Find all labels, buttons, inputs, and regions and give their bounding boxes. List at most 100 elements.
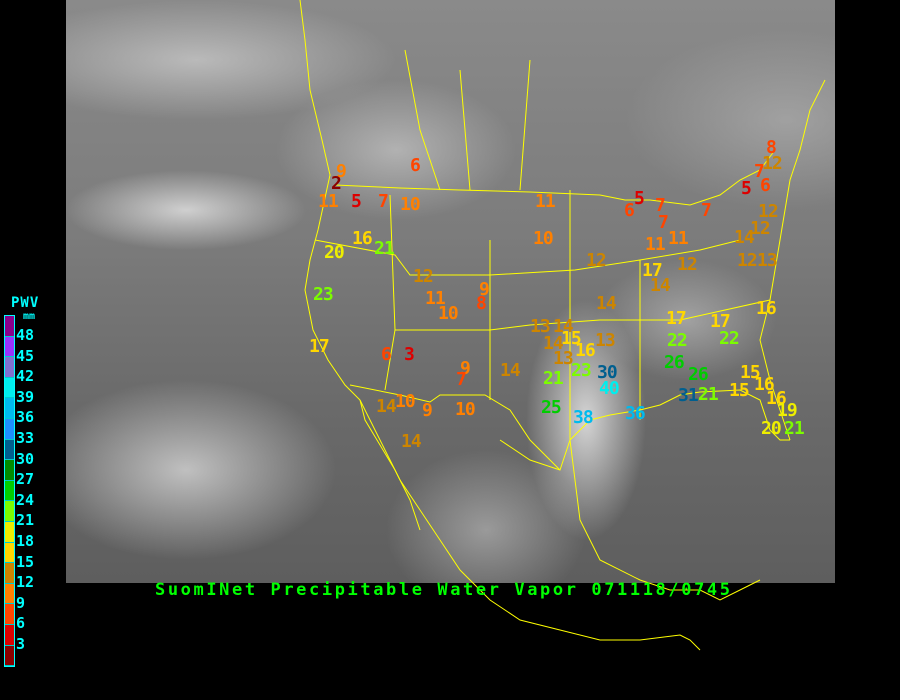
station-reading: 21 (543, 368, 564, 389)
station-reading: 17 (309, 336, 330, 357)
station-reading: 38 (573, 407, 594, 428)
station-reading: 3 (404, 344, 415, 365)
station-reading: 10 (395, 391, 416, 412)
station-reading: 16 (756, 298, 777, 319)
legend-tick-label: 3 (16, 635, 26, 653)
legend-title: PWV (11, 295, 40, 311)
station-reading: 20 (324, 242, 345, 263)
station-reading: 17 (710, 311, 731, 332)
legend-tick-label: 30 (16, 449, 35, 468)
station-reading: 6 (624, 200, 635, 221)
station-reading: 20 (761, 418, 782, 439)
station-reading: 22 (719, 328, 740, 349)
station-reading: 7 (701, 200, 712, 221)
legend-color-bar (4, 315, 15, 668)
station-reading: 6 (410, 155, 421, 176)
station-reading: 12 (586, 250, 607, 271)
station-reading: 12 (737, 250, 758, 271)
station-reading: 19 (777, 400, 798, 421)
map-title: SuomINet Precipitable Water Vapor 071118… (155, 580, 733, 600)
station-reading: 14 (376, 396, 397, 417)
station-reading: 40 (599, 378, 620, 399)
station-reading: 11 (668, 228, 689, 249)
station-reading: 6 (381, 344, 392, 365)
legend-swatch (5, 563, 14, 584)
station-reading: 26 (664, 352, 685, 373)
station-reading: 5 (351, 191, 362, 212)
legend-swatch (5, 521, 14, 543)
legend-tick-label: 15 (16, 552, 35, 571)
station-reading: 14 (734, 227, 755, 248)
station-reading: 13 (757, 250, 778, 271)
station-reading: 12 (413, 266, 434, 287)
legend-swatch (5, 583, 14, 605)
station-reading: 9 (479, 279, 490, 300)
station-reading: 5 (634, 188, 645, 209)
legend-swatch (5, 418, 14, 440)
station-reading: 17 (642, 260, 663, 281)
legend-tick-label: 12 (16, 573, 35, 592)
legend-tick-label: 42 (16, 367, 35, 386)
station-reading: 5 (741, 178, 752, 199)
station-reading: 14 (553, 316, 574, 337)
legend-tick-label: 9 (16, 593, 26, 612)
station-reading: 14 (401, 431, 422, 452)
station-reading: 2 (331, 173, 342, 194)
legend-swatch (5, 316, 14, 337)
legend-swatch (5, 398, 14, 419)
station-reading: 25 (541, 397, 562, 418)
station-reading: 12 (677, 254, 698, 275)
station-reading: 22 (667, 330, 688, 351)
station-reading: 11 (535, 191, 556, 212)
station-reading: 7 (456, 369, 467, 390)
station-reading: 15 (729, 380, 750, 401)
station-reading: 12 (762, 153, 783, 174)
station-reading: 23 (313, 284, 334, 305)
legend-tick-label: 39 (16, 387, 35, 406)
station-reading: 15 (561, 328, 582, 349)
station-reading: 7 (655, 195, 666, 216)
legend-swatch (5, 357, 14, 378)
station-reading: 16 (754, 374, 775, 395)
station-reading: 15 (740, 362, 761, 383)
station-reading: 13 (530, 316, 551, 337)
station-reading: 12 (758, 201, 779, 222)
legend-tick-label: 48 (16, 326, 35, 344)
station-reading: 31 (678, 385, 699, 406)
legend-swatch (5, 542, 14, 564)
station-reading: 13 (595, 330, 616, 351)
legend-swatch (5, 604, 14, 625)
legend-tick-label: 45 (16, 346, 35, 365)
station-reading: 21 (374, 238, 395, 259)
legend-swatch (5, 624, 14, 646)
station-reading: 10 (533, 228, 554, 249)
legend-tick-label: 36 (16, 408, 35, 427)
station-reading: 26 (688, 364, 709, 385)
legend-tick-label: 21 (16, 511, 35, 530)
legend-tick-label: 33 (16, 429, 35, 447)
station-reading: 21 (698, 384, 719, 405)
legend-swatch (5, 645, 14, 667)
station-reading: 16 (575, 340, 596, 361)
station-reading: 10 (400, 194, 421, 215)
legend-swatch (5, 439, 14, 461)
station-reading: 8 (766, 137, 777, 158)
station-reading: 11 (318, 191, 339, 212)
station-reading: 14 (596, 293, 617, 314)
station-reading: 9 (422, 400, 433, 421)
legend-unit: mm (23, 311, 36, 322)
station-reading: 14 (543, 333, 564, 354)
station-reading: 30 (597, 362, 618, 383)
station-reading: 7 (658, 212, 669, 233)
station-reading: 14 (650, 275, 671, 296)
station-reading: 16 (766, 388, 787, 409)
legend-swatch (5, 480, 14, 502)
station-reading: 23 (571, 360, 592, 381)
station-reading: 16 (352, 228, 373, 249)
legend-swatch (5, 460, 14, 481)
legend-tick-label: 18 (16, 532, 35, 550)
station-reading: 9 (336, 161, 347, 182)
station-reading: 11 (645, 234, 666, 255)
station-reading: 17 (666, 308, 687, 329)
station-reading: 6 (760, 175, 771, 196)
